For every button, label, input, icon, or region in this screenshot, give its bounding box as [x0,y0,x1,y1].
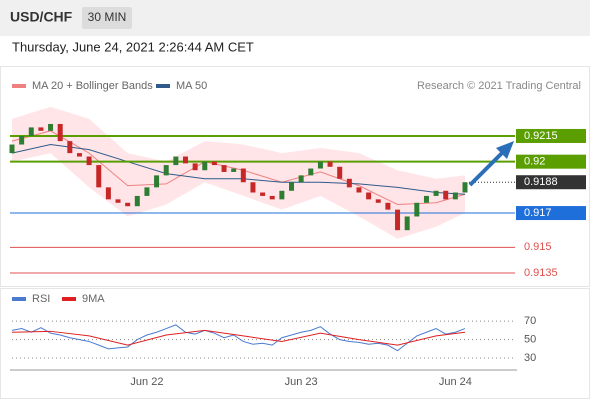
candle [289,182,295,191]
rsi-tick-label: 30 [524,352,536,364]
candle [298,175,304,183]
rsi-line [11,324,466,352]
candle [221,165,227,172]
level-badge [516,154,586,169]
candle [443,190,449,200]
level-badge [516,206,586,221]
candle [385,202,391,210]
rsi-tick-label: 70 [524,315,536,327]
legend-label: MA 20 + Bollinger Bands [32,80,153,92]
candle [19,135,25,145]
symbol: USD/CHF [10,9,73,25]
forecast-arrow [468,148,507,187]
candle [9,144,15,154]
candle [240,168,246,183]
legend-swatch [62,297,76,301]
legend-swatch [12,297,26,301]
candle [211,161,217,166]
x-tick-label: Jun 24 [439,376,472,388]
candle [423,195,429,203]
candle [57,123,63,142]
candle [327,161,333,167]
candle [115,199,121,203]
legend-label: 9MA [82,293,105,305]
candle [96,165,102,188]
candle [182,156,188,164]
rsi-tick-label: 50 [524,334,536,346]
legend-swatch [156,84,170,88]
candle [28,127,34,136]
level-label: 0.917 [524,207,552,219]
candle [134,195,140,207]
candle [48,123,54,131]
candle [105,187,111,200]
x-tick-label: Jun 23 [285,376,318,388]
candle [356,187,362,193]
legend-label: RSI [32,293,50,305]
candle [395,209,401,231]
candle [452,192,458,200]
candle [144,187,150,196]
level-label: 0.9215 [524,130,558,142]
candle [269,195,275,200]
level-badge [516,175,586,190]
candle [163,165,169,176]
candle [86,156,92,166]
rsi-line [11,329,466,346]
candle [173,156,179,166]
candle [346,178,352,188]
candle [125,202,131,207]
candle [433,190,439,196]
forecast-arrowhead [496,141,514,159]
candle [231,168,237,172]
candle [375,199,381,203]
timeframe[interactable]: 30 MIN [88,10,127,24]
candle [154,175,160,188]
source: Research © 2021 Trading Central [417,80,581,92]
level-badge [516,128,586,143]
candle [317,161,323,169]
candle [414,202,420,217]
legend-label: MA 50 [176,80,207,92]
candle [337,166,343,179]
candle [202,161,208,171]
x-tick-label: Jun 22 [130,376,163,388]
level-label: 0.915 [524,241,552,253]
candle [260,192,266,196]
candle [279,190,285,200]
level-label: 0.9188 [524,176,558,188]
candle [308,168,314,176]
candle [67,141,73,154]
candle [404,216,410,231]
candle [366,192,372,200]
candle [192,163,198,171]
candle [38,127,44,131]
candle [250,182,256,193]
timeframe-box[interactable] [82,7,132,29]
datetime: Thursday, June 24, 2021 2:26:44 AM CET [12,39,254,54]
candle [462,182,468,193]
legend-swatch [12,84,26,88]
level-label: 0.9135 [524,267,558,279]
candle [76,153,82,157]
level-label: 0.92 [524,156,545,168]
